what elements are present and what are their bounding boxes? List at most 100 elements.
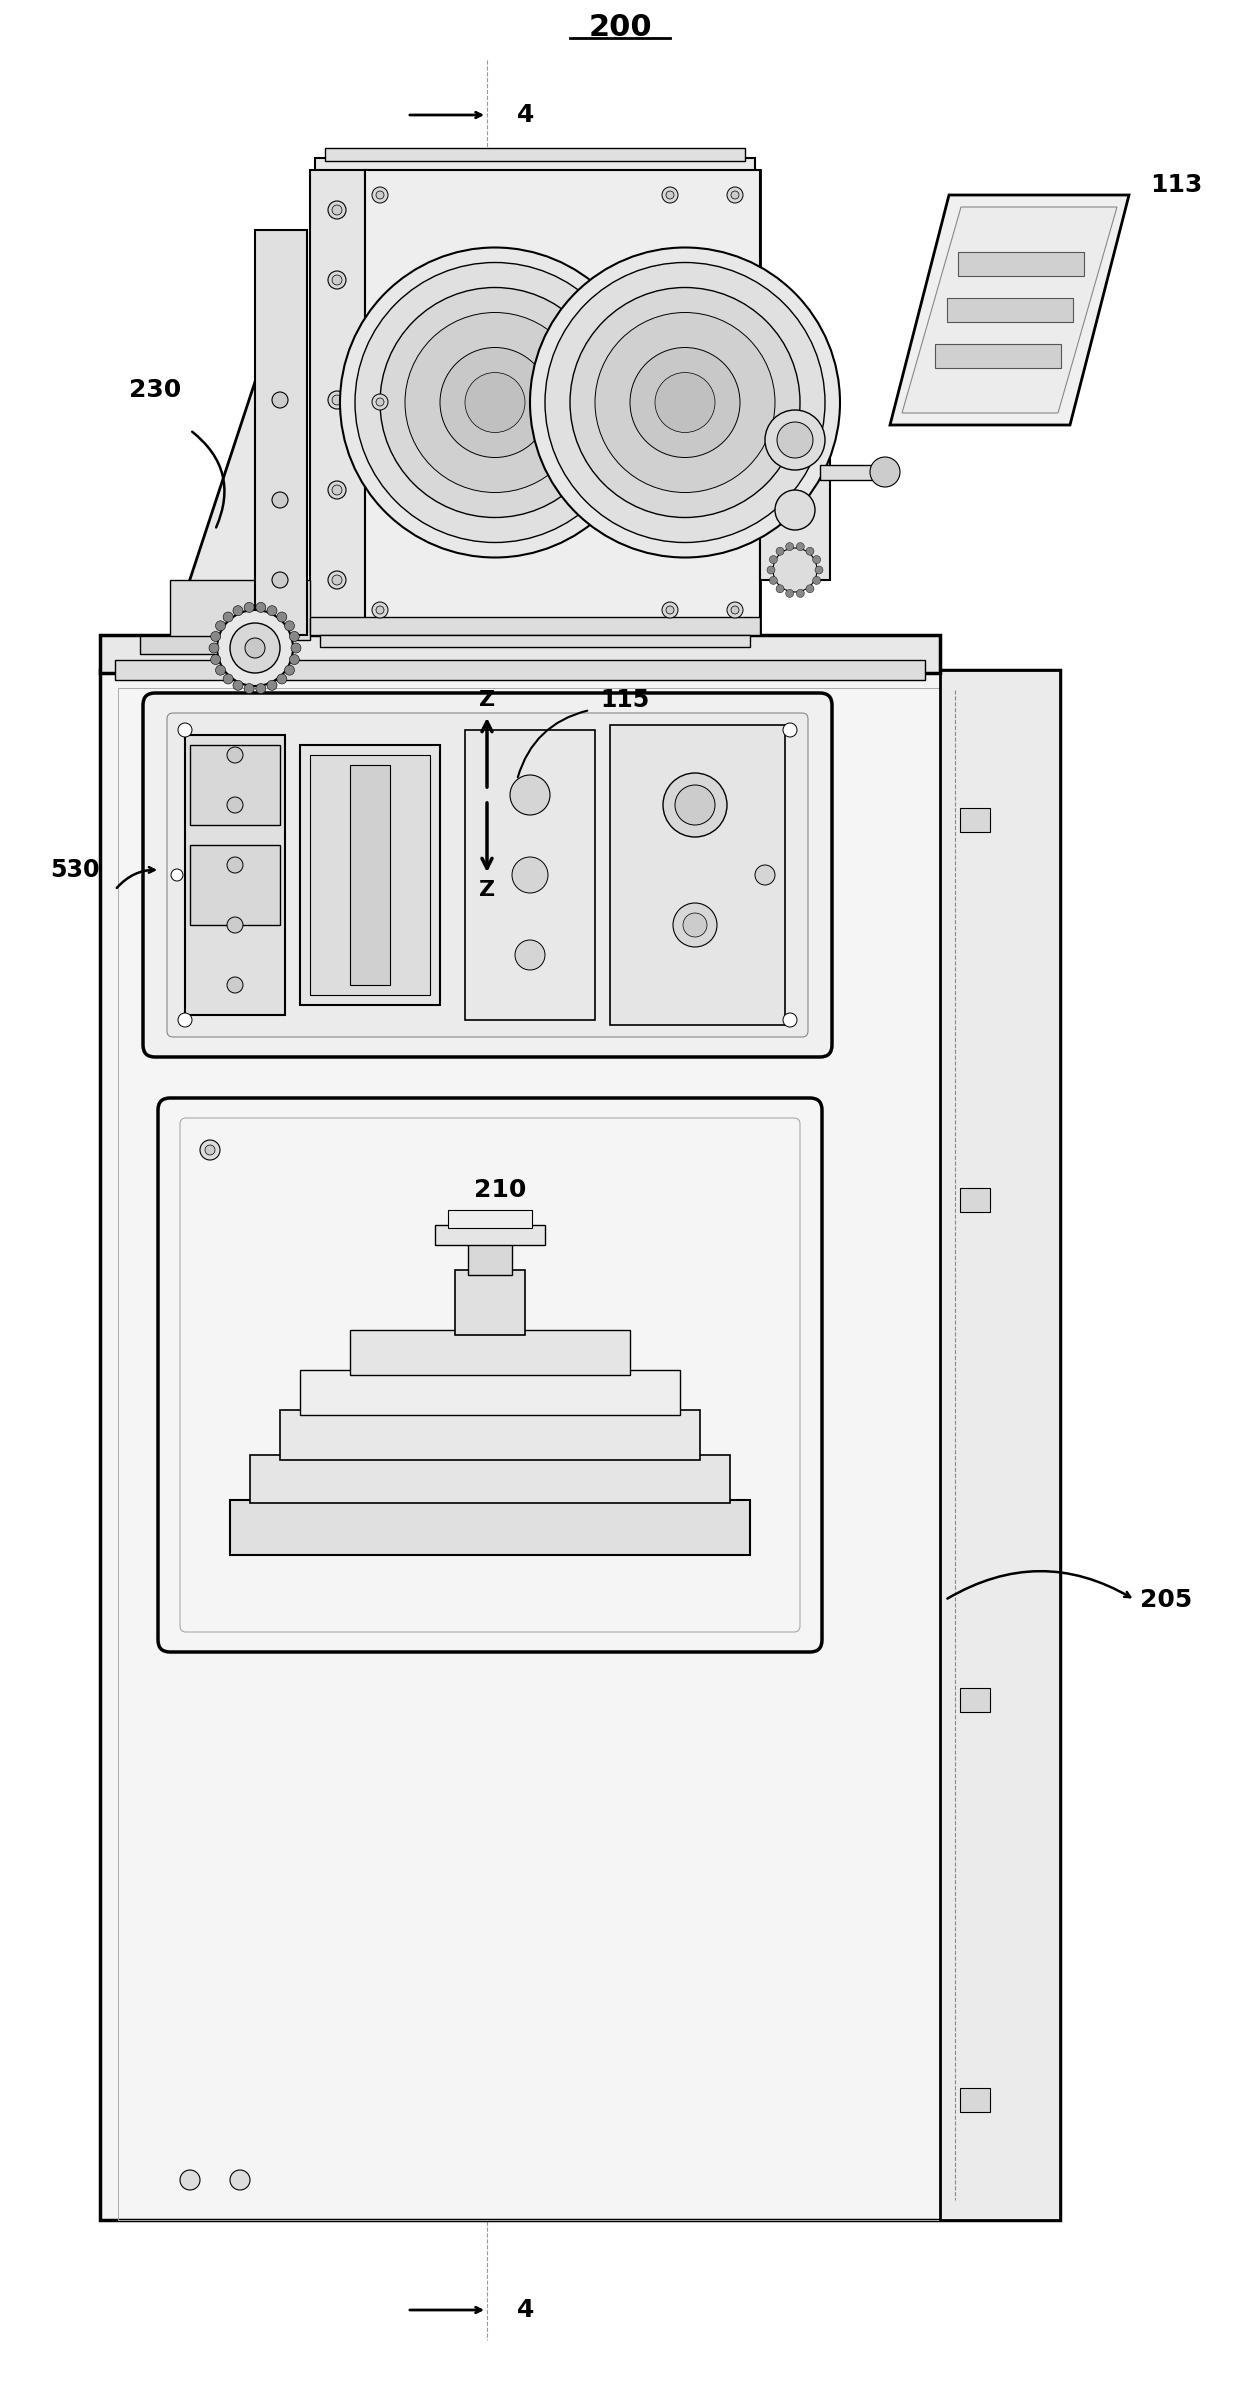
Bar — [467, 1241, 512, 1275]
Circle shape — [227, 918, 243, 932]
Polygon shape — [901, 206, 1117, 412]
Bar — [820, 465, 880, 479]
Circle shape — [683, 913, 707, 937]
Circle shape — [329, 482, 346, 498]
Bar — [448, 1210, 532, 1229]
Bar — [350, 764, 391, 985]
Circle shape — [267, 680, 277, 690]
Circle shape — [755, 865, 775, 884]
Bar — [250, 1454, 730, 1502]
Circle shape — [595, 311, 775, 494]
Circle shape — [329, 271, 346, 290]
Circle shape — [211, 654, 221, 664]
Bar — [300, 745, 440, 1004]
Polygon shape — [946, 297, 1073, 321]
Bar — [140, 635, 217, 654]
Circle shape — [179, 1014, 192, 1028]
Bar — [310, 618, 760, 635]
Circle shape — [777, 422, 813, 458]
Circle shape — [233, 680, 243, 690]
Circle shape — [180, 2171, 200, 2190]
Circle shape — [272, 573, 288, 587]
Circle shape — [284, 666, 294, 676]
Circle shape — [372, 187, 388, 204]
Circle shape — [227, 798, 243, 812]
Text: 4: 4 — [517, 2298, 534, 2322]
Polygon shape — [959, 252, 1084, 276]
Circle shape — [216, 666, 226, 676]
Circle shape — [332, 484, 342, 496]
Circle shape — [332, 395, 342, 405]
Circle shape — [727, 187, 743, 204]
Circle shape — [200, 1140, 219, 1160]
Circle shape — [372, 393, 388, 410]
Bar — [118, 688, 1042, 2221]
Circle shape — [673, 903, 717, 946]
Circle shape — [666, 606, 675, 613]
Circle shape — [815, 565, 823, 575]
Circle shape — [244, 601, 254, 613]
Circle shape — [515, 939, 546, 970]
Bar — [960, 807, 990, 831]
Polygon shape — [890, 194, 1128, 424]
Circle shape — [376, 606, 384, 613]
Circle shape — [796, 589, 805, 597]
Circle shape — [289, 633, 299, 642]
Circle shape — [179, 724, 192, 738]
Circle shape — [570, 288, 800, 518]
Circle shape — [769, 556, 777, 563]
Bar — [315, 158, 755, 173]
Bar — [255, 230, 308, 635]
Circle shape — [329, 570, 346, 589]
Circle shape — [529, 247, 839, 558]
Text: 210: 210 — [474, 1179, 526, 1203]
Circle shape — [329, 391, 346, 410]
Bar — [229, 1500, 750, 1555]
Circle shape — [223, 673, 233, 683]
Circle shape — [440, 347, 551, 458]
Text: 115: 115 — [600, 688, 650, 712]
Circle shape — [662, 601, 678, 618]
Circle shape — [233, 606, 243, 616]
Circle shape — [796, 541, 805, 551]
Circle shape — [465, 371, 525, 434]
Bar — [170, 580, 310, 640]
Bar — [100, 635, 940, 673]
Circle shape — [776, 585, 784, 592]
Circle shape — [806, 585, 813, 592]
Circle shape — [277, 611, 286, 623]
Circle shape — [223, 611, 233, 623]
Circle shape — [768, 565, 775, 575]
Circle shape — [812, 556, 821, 563]
Circle shape — [244, 683, 254, 692]
Bar — [365, 170, 760, 635]
Circle shape — [217, 611, 293, 685]
Bar — [435, 1224, 546, 1246]
FancyBboxPatch shape — [157, 1097, 822, 1651]
Circle shape — [227, 748, 243, 762]
Circle shape — [870, 458, 900, 486]
Circle shape — [246, 637, 265, 659]
Circle shape — [776, 546, 784, 556]
Circle shape — [782, 724, 797, 738]
Circle shape — [332, 206, 342, 216]
Bar — [610, 726, 785, 1025]
Circle shape — [732, 192, 739, 199]
Circle shape — [355, 264, 635, 541]
Circle shape — [255, 601, 265, 613]
Circle shape — [773, 549, 817, 592]
FancyBboxPatch shape — [143, 692, 832, 1057]
Bar — [320, 635, 750, 647]
Circle shape — [512, 858, 548, 894]
Circle shape — [765, 410, 825, 470]
Polygon shape — [170, 230, 305, 640]
Circle shape — [329, 201, 346, 218]
Circle shape — [786, 589, 794, 597]
Bar — [325, 149, 745, 161]
Circle shape — [216, 621, 226, 630]
Circle shape — [171, 870, 184, 882]
Circle shape — [289, 654, 299, 664]
Bar — [940, 671, 1060, 2221]
Text: 113: 113 — [1149, 173, 1203, 196]
Circle shape — [332, 575, 342, 585]
